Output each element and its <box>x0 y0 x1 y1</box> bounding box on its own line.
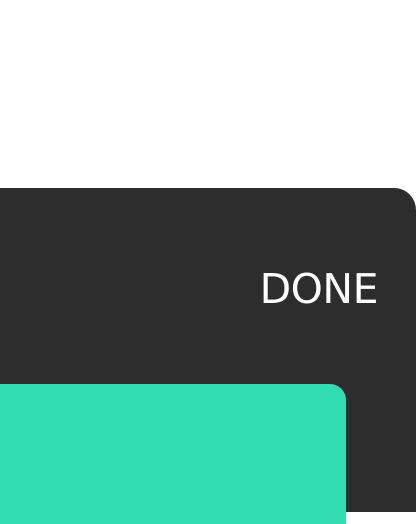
done-button[interactable]: DONE <box>259 265 379 313</box>
bottom-panel: DONE <box>0 188 416 524</box>
accent-card[interactable] <box>0 384 346 524</box>
